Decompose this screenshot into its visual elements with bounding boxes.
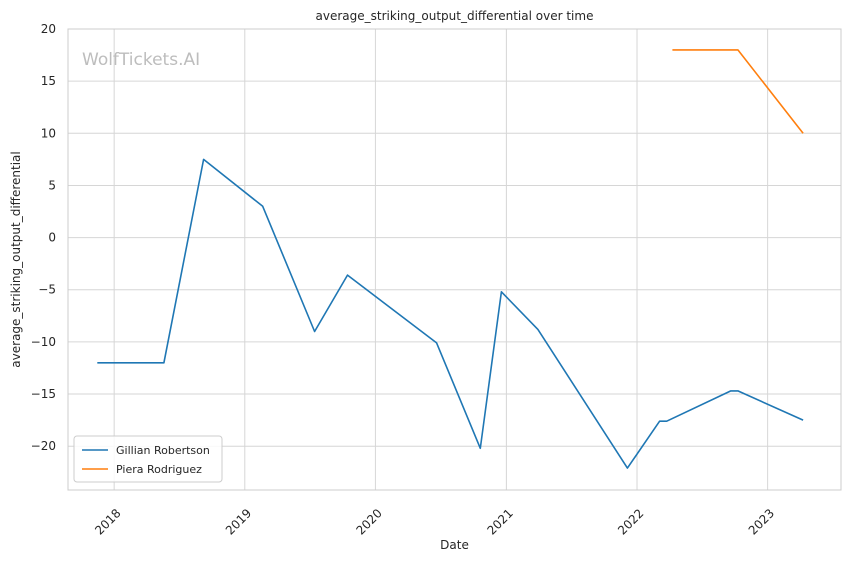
y-tick-label: 20 <box>41 22 56 36</box>
x-axis-ticks: 2018 2019 2020 2021 2022 2023 <box>92 506 777 537</box>
y-tick-label: 0 <box>48 231 56 245</box>
x-tick-label: 2018 <box>92 506 123 537</box>
legend-box <box>73 435 223 483</box>
chart-title: average_striking_output_differential ove… <box>316 9 594 23</box>
y-tick-label: 15 <box>41 74 56 88</box>
y-tick-label: −15 <box>31 387 56 401</box>
y-axis-ticks: 20 15 10 5 0 −5 −10 −15 −20 <box>31 22 56 453</box>
legend-label: Piera Rodriguez <box>116 463 202 476</box>
series-lines <box>97 49 804 469</box>
y-tick-label: −5 <box>38 283 56 297</box>
x-axis-title: Date <box>440 538 469 552</box>
watermark: WolfTickets.AI <box>82 50 200 70</box>
x-tick-label: 2020 <box>353 506 384 537</box>
y-tick-label: 5 <box>48 178 56 192</box>
series-line <box>97 158 804 469</box>
x-tick-label: 2021 <box>484 506 515 537</box>
legend: Gillian Robertson Piera Rodriguez <box>73 435 223 483</box>
grid <box>68 28 841 490</box>
plot-area <box>67 28 842 491</box>
x-tick-label: 2023 <box>746 506 777 537</box>
series-line <box>672 49 804 134</box>
legend-label: Gillian Robertson <box>116 444 210 457</box>
y-tick-label: 10 <box>41 126 56 140</box>
y-tick-label: −10 <box>31 335 56 349</box>
y-tick-label: −20 <box>31 439 56 453</box>
x-tick-label: 2022 <box>615 506 646 537</box>
x-tick-label: 2019 <box>223 506 254 537</box>
y-axis-title: average_striking_output_differential <box>9 151 23 367</box>
